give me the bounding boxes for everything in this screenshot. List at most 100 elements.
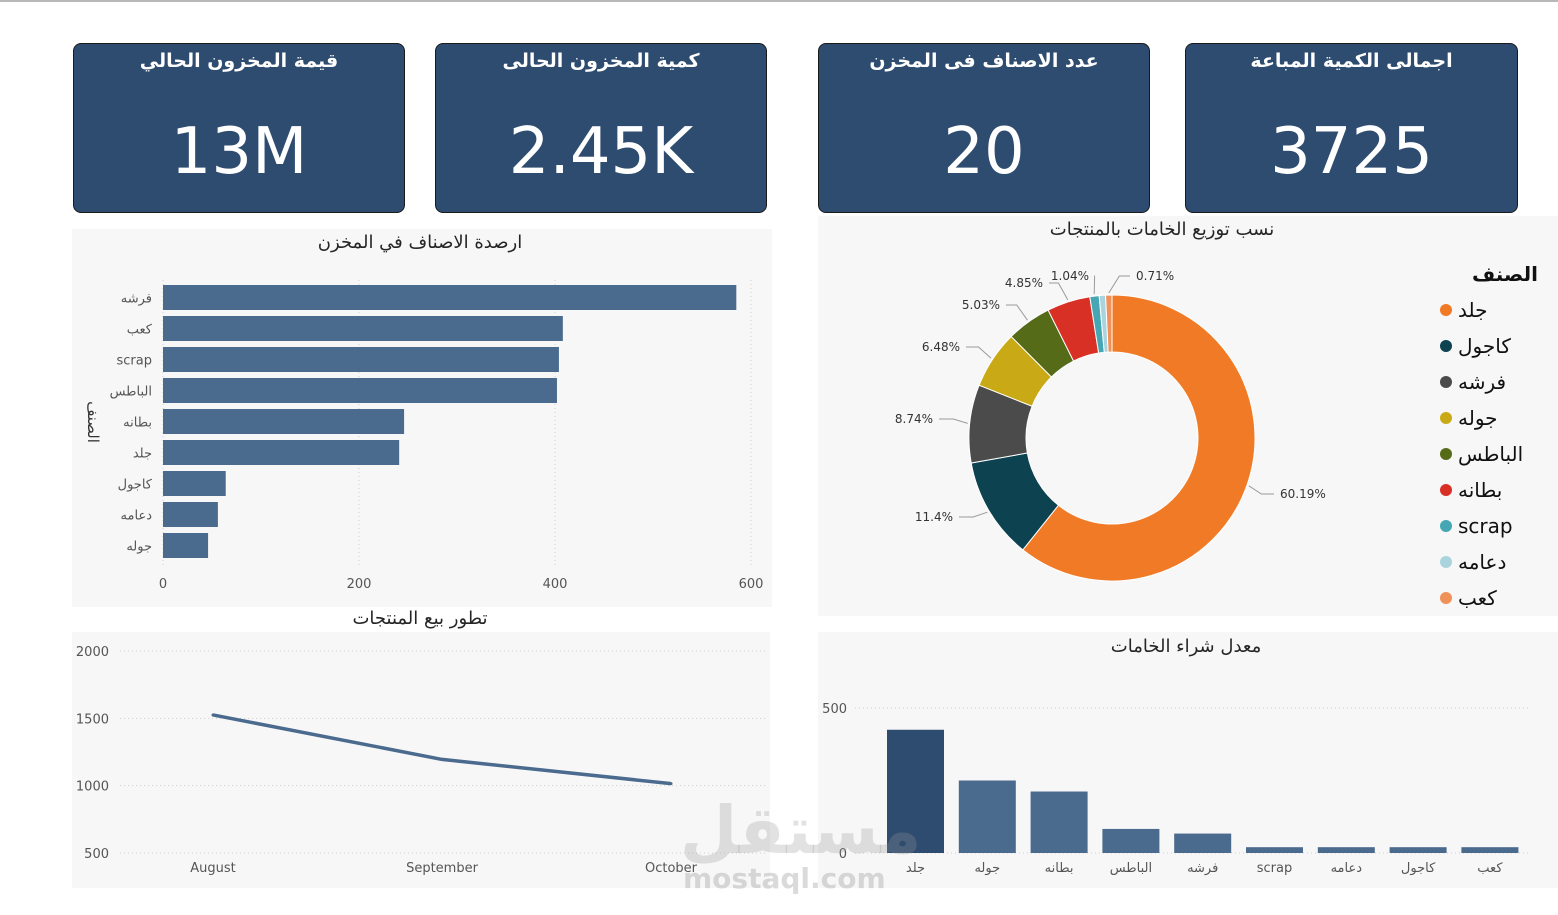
kpi-value: 3725 [1270, 115, 1433, 189]
category-label: الباطس [1110, 861, 1152, 876]
legend-item-label: جوله [1458, 406, 1498, 430]
x-tick-label: 0 [159, 577, 167, 592]
category-label: بطانه [1045, 861, 1074, 876]
leader-line [1108, 275, 1130, 294]
legend-item[interactable]: كعب [1440, 580, 1550, 616]
watermark-arabic: مستقل [680, 792, 922, 869]
y-axis-label: الصنف [84, 401, 102, 443]
bar [1461, 847, 1519, 853]
kpi-card-items-count[interactable]: عدد الاصناف فى المخزن 20 [818, 43, 1150, 213]
x-tick-label: 200 [347, 577, 372, 592]
bar [887, 729, 944, 853]
legend-swatch [1440, 520, 1452, 532]
bar [163, 347, 559, 372]
stock-balance-title: ارصدة الاصناف في المخزن [317, 232, 523, 253]
leader-line [1093, 275, 1096, 295]
category-label: بطانه [123, 416, 152, 431]
x-tick-label: September [406, 861, 479, 876]
kpi-card-stock-value[interactable]: قيمة المخزون الحالي 13M [73, 43, 405, 213]
category-label: جوله [126, 540, 152, 555]
purchase-rate-title: معدل شراء الخامات [1110, 636, 1262, 657]
legend-item[interactable]: جوله [1440, 400, 1550, 436]
category-label: دعامه [1331, 861, 1363, 876]
materials-share-title: نسب توزيع الخامات بالمنتجات [1049, 219, 1275, 240]
sales-trend-panel[interactable] [72, 632, 770, 888]
bar [1174, 833, 1232, 853]
leader-line [939, 418, 968, 424]
legend-item-label: بطانه [1458, 478, 1503, 502]
donut-slice [1105, 294, 1113, 353]
bar [163, 409, 405, 434]
y-tick-label: 1500 [76, 712, 109, 727]
bar [1102, 828, 1160, 853]
bar [163, 471, 226, 496]
legend-item-label: فرشه [1458, 370, 1507, 394]
category-label: فرشه [121, 292, 152, 307]
slice-value-label: 8.74% [895, 412, 933, 426]
bar [958, 780, 1016, 853]
legend-item-label: دعامه [1458, 550, 1507, 574]
legend-swatch [1440, 304, 1452, 316]
leader-line [1248, 485, 1274, 495]
sales-trend-title: تطور بيع المنتجات [352, 608, 488, 629]
y-tick-label: 500 [822, 702, 847, 717]
bar [163, 285, 737, 310]
bar [163, 378, 557, 403]
legend-title: الصنف [1471, 262, 1538, 286]
line-point [669, 782, 673, 786]
bar [1389, 847, 1447, 853]
legend-item[interactable]: دعامه [1440, 544, 1550, 580]
bar [1317, 847, 1375, 853]
category-label: الباطس [110, 385, 152, 400]
kpi-card-total-sold[interactable]: اجمالى الكمية المباعة 3725 [1185, 43, 1518, 213]
legend-swatch [1440, 484, 1452, 496]
x-tick-label: October [645, 861, 698, 876]
y-tick-label: 0 [839, 847, 847, 862]
slice-value-label: 4.85% [1005, 276, 1043, 290]
kpi-title: كمية المخزون الحالى [502, 50, 700, 72]
leader-line [1006, 304, 1028, 321]
x-tick-label: 600 [739, 577, 764, 592]
legend-item-label: كعب [1458, 586, 1497, 610]
legend-swatch [1440, 556, 1452, 568]
kpi-card-stock-quantity[interactable]: كمية المخزون الحالى 2.45K [435, 43, 767, 213]
category-label: scrap [117, 354, 152, 369]
legend-item[interactable]: بطانه [1440, 472, 1550, 508]
category-label: جلد [133, 447, 152, 462]
category-label: كاجول [118, 478, 153, 493]
legend-item[interactable]: جلد [1440, 292, 1550, 328]
bar [163, 502, 218, 527]
donut-slice [1022, 294, 1256, 582]
legend-item-label: الباطس [1458, 442, 1524, 466]
stock-balance-chart[interactable]: 0 200 400 600 فرشه كعب scrap الباطس بطانه جلد كاجو… [0, 0, 800, 610]
y-tick-label: 1000 [76, 780, 109, 795]
leader-line [959, 511, 988, 518]
y-tick-label: 2000 [76, 645, 109, 660]
slice-value-label: 11.4% [915, 510, 953, 524]
kpi-title: قيمة المخزون الحالي [139, 50, 339, 72]
kpi-value: 20 [943, 115, 1025, 189]
materials-legend: الصنف جلد كاجول فرشه جوله الباطس بطانه scrap دع… [1440, 262, 1550, 616]
legend-swatch [1440, 412, 1452, 424]
legend-item[interactable]: فرشه [1440, 364, 1550, 400]
kpi-value: 2.45K [508, 115, 694, 189]
bar [163, 316, 563, 341]
materials-share-chart[interactable]: 60.19% 11.4% 8.74% 6.48% 5.03% 4.85% 1.04% 0.71… [818, 216, 1438, 616]
kpi-title: عدد الاصناف فى المخزن [869, 50, 1099, 72]
legend-item[interactable]: scrap [1440, 508, 1550, 544]
line-point [440, 757, 444, 761]
legend-item[interactable]: الباطس [1440, 436, 1550, 472]
bar [163, 533, 209, 558]
category-label: دعامه [121, 509, 153, 524]
slice-value-label: 60.19% [1280, 487, 1326, 501]
legend-item[interactable]: كاجول [1440, 328, 1550, 364]
legend-swatch [1440, 592, 1452, 604]
line-point [211, 713, 215, 717]
x-tick-label: 400 [543, 577, 568, 592]
category-label: جلد [906, 861, 925, 876]
legend-swatch [1440, 340, 1452, 352]
kpi-value: 13M [170, 115, 308, 189]
bar [163, 440, 400, 465]
